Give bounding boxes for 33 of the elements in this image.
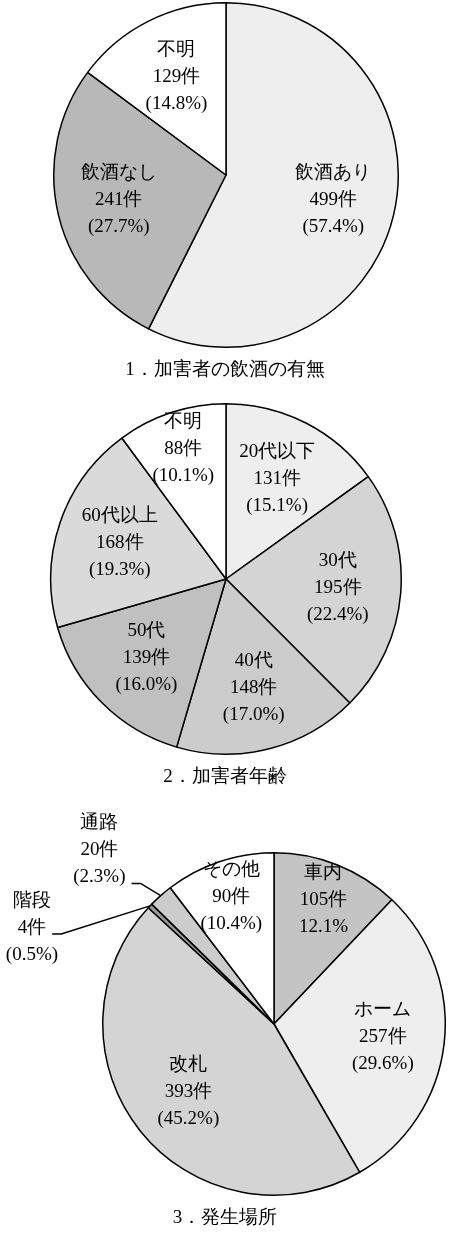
- data-label: 20件 (2.3%): [73, 838, 126, 888]
- text: 1．加害者の飲酒の有無: [125, 357, 325, 379]
- data-label: 195件 (22.4%): [306, 576, 369, 626]
- data-label: 139件 (16.0%): [115, 646, 178, 696]
- slice-label: ホーム: [354, 997, 412, 1019]
- slice-label: 通路: [80, 811, 119, 833]
- data-label: 129件 (14.8%): [145, 64, 208, 114]
- slice-label: 20代以下: [239, 440, 316, 462]
- slice-label: 不明: [157, 37, 196, 59]
- slice-label: 30代: [318, 549, 357, 571]
- slice-label: 改札: [169, 1053, 208, 1075]
- slice-label: 40代: [234, 648, 273, 670]
- data-label: 4件 (0.5%): [5, 915, 59, 965]
- data-label: 241件 (27.7%): [87, 188, 150, 238]
- slice-label: 60代以上: [81, 503, 158, 525]
- data-label: 168件 (19.3%): [88, 530, 151, 580]
- text: 2．加害者年齢: [163, 764, 287, 786]
- slice-label: 車内: [304, 860, 343, 882]
- slice-label: 飲酒あり: [295, 161, 372, 183]
- data-label: 148件 (17.0%): [222, 675, 285, 725]
- slice-label: 不明: [164, 410, 203, 432]
- slice-label: その他: [202, 858, 260, 880]
- data-label: 257件 (29.6%): [351, 1024, 414, 1074]
- data-label: 88件 (10.1%): [152, 437, 215, 487]
- slice-label: 50代: [127, 619, 166, 641]
- data-label: 393件 (45.2%): [157, 1080, 220, 1130]
- data-label: 131件 (15.1%): [246, 467, 309, 517]
- slice-label: 階段: [12, 888, 51, 910]
- data-label: 105件 12.1%: [298, 887, 349, 936]
- data-label: 499件 (57.4%): [302, 188, 365, 238]
- text: 3．発生場所: [172, 1205, 278, 1227]
- slice-label: 飲酒なし: [80, 161, 157, 183]
- data-label: 90件 (10.4%): [200, 885, 263, 935]
